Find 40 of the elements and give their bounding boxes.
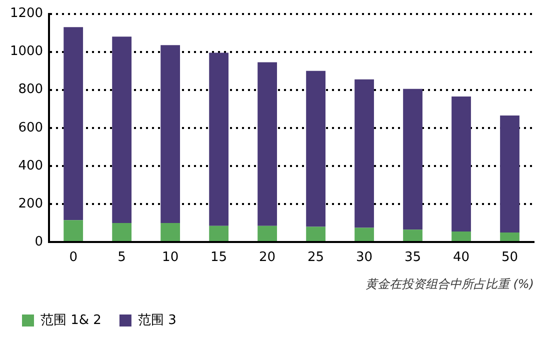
y-tick-label: 0 — [34, 234, 44, 250]
x-tick-label: 30 — [356, 250, 373, 266]
x-axis-title: 黄金在投资组合中所占比重 (%) — [365, 276, 534, 291]
y-tick-label: 400 — [18, 158, 44, 174]
y-tick-label: 1200 — [10, 6, 44, 22]
bar — [306, 226, 326, 241]
bar — [354, 79, 374, 228]
legend-label: 范围 1& 2 — [40, 312, 102, 328]
x-tick-label: 20 — [259, 250, 276, 266]
bar — [160, 222, 180, 241]
bar — [64, 27, 84, 220]
bar — [306, 70, 326, 227]
bar — [160, 45, 180, 223]
bar — [452, 232, 471, 241]
x-tick-label: 50 — [501, 250, 518, 266]
x-tick-label: 5 — [118, 250, 126, 266]
bar — [209, 226, 229, 241]
bar — [209, 52, 229, 226]
bar — [258, 62, 277, 226]
x-tick-label: 0 — [69, 250, 78, 266]
bar — [112, 222, 132, 241]
bar — [500, 116, 520, 232]
bar — [403, 230, 422, 241]
bar — [112, 36, 132, 223]
bar — [500, 232, 520, 241]
legend-label: 范围 3 — [138, 312, 176, 328]
x-tick-label: 35 — [404, 250, 422, 266]
y-tick-label: 800 — [18, 82, 44, 98]
bar — [64, 220, 84, 241]
bar — [258, 226, 277, 241]
y-tick-label: 200 — [18, 196, 44, 212]
y-tick-label: 600 — [18, 120, 44, 136]
x-tick-label: 15 — [210, 250, 228, 266]
y-tick-label: 1000 — [10, 44, 44, 60]
x-tick-label: 10 — [162, 250, 179, 266]
x-tick-label: 40 — [452, 250, 470, 266]
bar — [403, 88, 422, 230]
x-tick-label: 25 — [308, 250, 324, 266]
bar — [452, 96, 471, 232]
bar — [354, 228, 374, 241]
